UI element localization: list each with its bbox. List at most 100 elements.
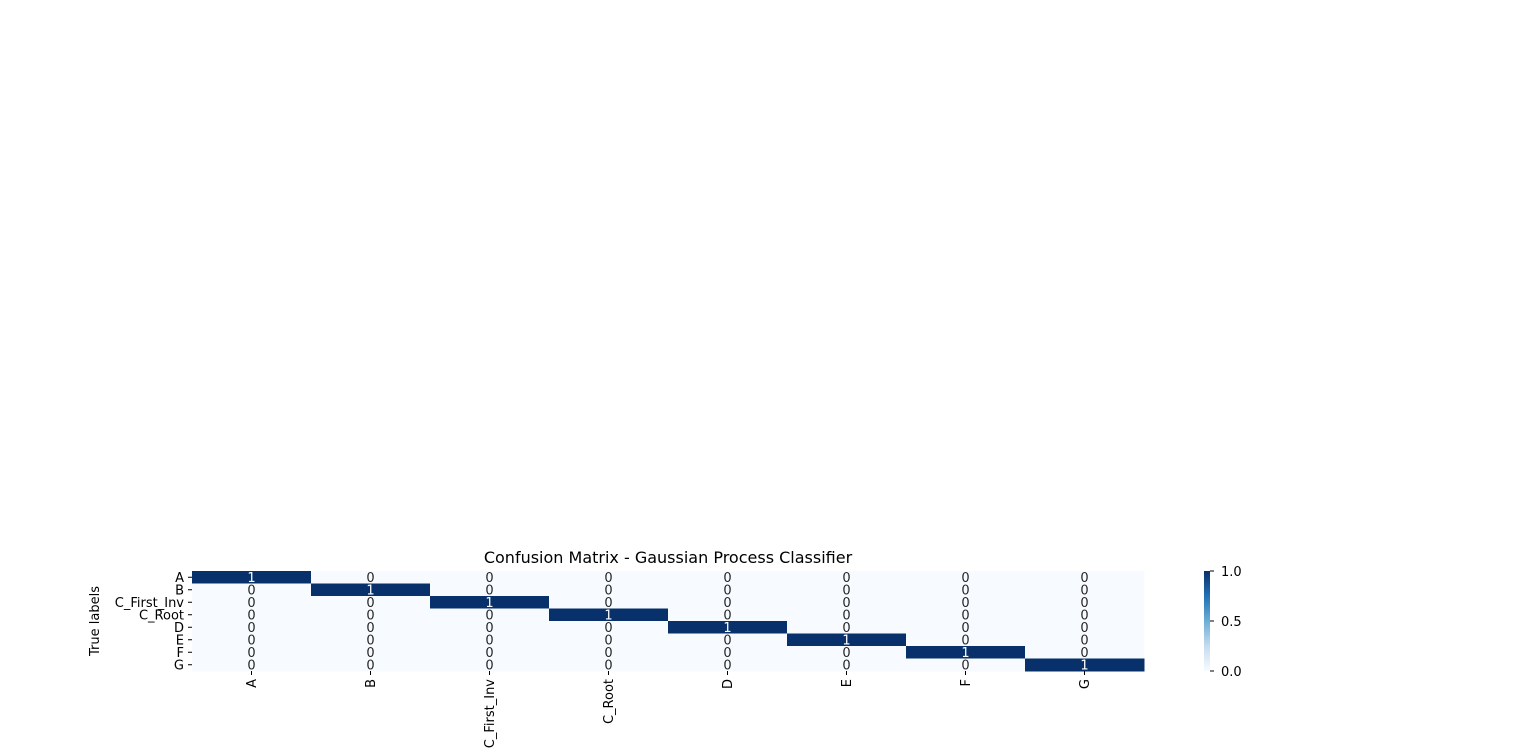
heatmap-cell — [549, 658, 669, 672]
heatmap-cell — [311, 608, 431, 622]
heatmap-cell-labels: 1 0 0 0 0 0 0 00 1 0 0 0 0 0 00 0 1 0 0 0 0 00 0 0 1 0 0 0 00 0 0 0 1 0 0 0… — [247, 571, 1088, 674]
heatmap-cell — [1025, 596, 1145, 609]
heatmap-cell-label: 1 — [485, 596, 493, 611]
x-axis-ticks: A B C_First_Inv C_Root D E F G — [245, 671, 1093, 748]
heatmap-cell — [311, 571, 431, 584]
heatmap-cell-label: 0 — [842, 571, 850, 586]
heatmap-cell-label: 0 — [247, 646, 255, 661]
heatmap-cell — [668, 583, 788, 597]
heatmap-cell — [1025, 633, 1145, 647]
y-tick-label: C_First_Inv — [115, 596, 185, 611]
heatmap-cell-label: 1 — [842, 633, 850, 648]
heatmap-cell — [668, 596, 788, 609]
heatmap-cell — [549, 621, 669, 634]
y-tick-label: E — [176, 633, 184, 648]
heatmap-cell — [787, 633, 907, 647]
heatmap-cell — [430, 633, 550, 647]
heatmap-cell — [787, 621, 907, 634]
heatmap-cell-label: 0 — [961, 583, 969, 598]
heatmap-cell-label: 0 — [247, 621, 255, 636]
heatmap-cell — [906, 658, 1026, 672]
y-axis-label: True labels — [88, 586, 103, 657]
heatmap-cell — [1025, 583, 1145, 597]
heatmap-cell-label: 0 — [1080, 621, 1088, 636]
heatmap-cell — [430, 596, 550, 609]
heatmap-cell-label: 0 — [961, 621, 969, 636]
heatmap-cell-label: 0 — [842, 621, 850, 636]
heatmap-cell-label: 0 — [485, 621, 493, 636]
heatmap-cell-label: 0 — [1080, 571, 1088, 586]
y-tick-label: B — [175, 583, 184, 598]
heatmap-cell-label: 0 — [247, 633, 255, 648]
heatmap-cell — [311, 583, 431, 597]
heatmap-cell — [549, 608, 669, 622]
heatmap-cell-label: 0 — [485, 646, 493, 661]
heatmap-cell — [311, 633, 431, 647]
heatmap-cell-label: 0 — [1080, 596, 1088, 611]
heatmap-cell — [1025, 571, 1145, 584]
heatmap-cell-label: 0 — [842, 646, 850, 661]
heatmap-cell — [1025, 646, 1145, 659]
heatmap-cell-label: 0 — [604, 596, 612, 611]
heatmap-cell — [192, 608, 312, 622]
heatmap-cell — [192, 571, 312, 584]
heatmap-cell-label: 0 — [1080, 633, 1088, 648]
heatmap-cell-label: 0 — [604, 583, 612, 598]
heatmap-cell-label: 0 — [723, 608, 731, 623]
heatmap-cell-label: 0 — [247, 658, 255, 673]
heatmap-cell — [549, 646, 669, 659]
heatmap-cell — [192, 596, 312, 609]
heatmap-cell-label: 0 — [366, 646, 374, 661]
heatmap-cell-label: 0 — [842, 583, 850, 598]
y-tick-label: C_Root — [139, 608, 184, 623]
heatmap-cell-label: 0 — [366, 621, 374, 636]
heatmap-cell — [787, 646, 907, 659]
heatmap-cell-label: 0 — [842, 658, 850, 673]
heatmap-cell — [906, 621, 1026, 634]
heatmap-cell-label: 0 — [961, 608, 969, 623]
colorbar-tick-label: 1.0 — [1221, 565, 1242, 580]
heatmap-cell — [906, 571, 1026, 584]
heatmap-cell — [430, 658, 550, 672]
heatmap-cell-label: 0 — [961, 633, 969, 648]
heatmap-cell-label: 0 — [485, 658, 493, 673]
heatmap-cell — [549, 583, 669, 597]
heatmap-cell-label: 1 — [247, 571, 255, 586]
heatmap-cell-label: 0 — [723, 571, 731, 586]
heatmap-cell-label: 0 — [366, 633, 374, 648]
heatmap-cell-label: 1 — [366, 583, 374, 598]
heatmap-cell-label: 0 — [604, 646, 612, 661]
heatmap-cell — [1025, 621, 1145, 634]
heatmap-cell — [192, 658, 312, 672]
heatmap-cell-label: 0 — [1080, 646, 1088, 661]
colorbar-tick-label: 0.5 — [1221, 615, 1242, 630]
colorbar-gradient — [1204, 571, 1210, 671]
heatmap-cell — [311, 596, 431, 609]
heatmap-cell — [787, 596, 907, 609]
heatmap-cell-label: 0 — [366, 596, 374, 611]
heatmap-cell-label: 0 — [961, 658, 969, 673]
heatmap-cell — [787, 583, 907, 597]
heatmap-cell-label: 0 — [842, 608, 850, 623]
heatmap-cell — [668, 621, 788, 634]
x-tick-label: A — [245, 679, 260, 688]
colorbar-tick-label: 0.0 — [1221, 665, 1242, 680]
heatmap-cell — [430, 608, 550, 622]
heatmap-cell-label: 0 — [247, 583, 255, 598]
heatmap-cell — [906, 646, 1026, 659]
y-tick-label: G — [174, 658, 184, 673]
x-tick-label: D — [721, 679, 736, 689]
heatmap-cell-label: 0 — [247, 596, 255, 611]
x-tick-label: C_Root — [602, 679, 617, 724]
heatmap-cell-label: 0 — [1080, 608, 1088, 623]
heatmap-cell — [192, 646, 312, 659]
heatmap-cell — [311, 658, 431, 672]
heatmap-cell-label: 0 — [604, 658, 612, 673]
heatmap-cell-label: 0 — [604, 633, 612, 648]
chart-title: Confusion Matrix - Gaussian Process Clas… — [484, 548, 853, 567]
heatmap-cell-label: 0 — [485, 583, 493, 598]
heatmap-cell-label: 0 — [961, 571, 969, 586]
heatmap-cell-label: 0 — [604, 571, 612, 586]
heatmap-cell-label: 0 — [366, 658, 374, 673]
heatmap-cell-label: 0 — [723, 646, 731, 661]
